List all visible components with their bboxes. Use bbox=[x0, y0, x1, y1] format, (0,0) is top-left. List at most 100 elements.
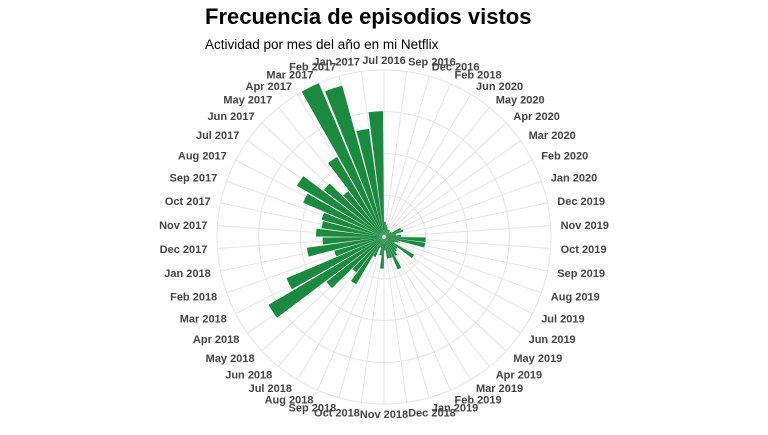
grid-spoke bbox=[383, 159, 533, 238]
bar-mar-2017 bbox=[385, 227, 402, 237]
tick-label: Jul 2017 bbox=[196, 130, 239, 142]
bar-oct-2019 bbox=[303, 193, 383, 237]
tick-label: Jul 2018 bbox=[249, 383, 292, 395]
tick-label: May 2017 bbox=[223, 95, 272, 107]
tick-label: May 2018 bbox=[206, 353, 255, 365]
bar-jul-2017 bbox=[385, 237, 426, 243]
bar-oct-2017 bbox=[385, 237, 395, 243]
chart-subtitle: Actividad por mes del año en mi Netflix bbox=[205, 37, 439, 52]
bar-oct-2018 bbox=[373, 238, 384, 258]
tick-label: Jan 2020 bbox=[551, 173, 597, 185]
tick-label: Feb 2019 bbox=[455, 394, 502, 406]
tick-label: Nov 2017 bbox=[159, 220, 207, 232]
tick-label: Feb 2020 bbox=[541, 151, 588, 163]
grid-spoke bbox=[383, 107, 490, 238]
grid-spoke bbox=[383, 236, 507, 352]
bar-aug-2018 bbox=[379, 238, 384, 256]
grid-spoke bbox=[383, 225, 551, 238]
bar-jan-2019 bbox=[326, 238, 383, 289]
bar-series bbox=[268, 83, 426, 318]
tick-label: Mar 2018 bbox=[180, 313, 227, 325]
tick-label: Apr 2018 bbox=[193, 334, 239, 346]
bar-dec-2018 bbox=[352, 238, 383, 273]
tick-label: Sep 2018 bbox=[288, 402, 336, 414]
tick-label: Oct 2018 bbox=[314, 407, 360, 419]
tick-label: May 2019 bbox=[513, 353, 562, 365]
bar-jun-2019 bbox=[322, 237, 383, 245]
tick-label: Jun 2020 bbox=[476, 81, 523, 93]
tick-label: Jun 2019 bbox=[529, 334, 576, 346]
tick-label: Dec 2018 bbox=[408, 407, 456, 419]
tick-label: Nov 2018 bbox=[360, 409, 408, 421]
tick-label: Sep 2017 bbox=[169, 173, 217, 185]
bar-jan-2020 bbox=[343, 191, 383, 236]
bar-may-2018 bbox=[384, 238, 390, 259]
grid-spoke bbox=[383, 76, 430, 238]
tick-label: Jun 2017 bbox=[208, 111, 255, 123]
bar-apr-2020 bbox=[325, 85, 384, 236]
bar-mar-2019 bbox=[286, 237, 383, 290]
bar-feb-2020 bbox=[328, 157, 383, 236]
grid-spoke bbox=[383, 180, 542, 238]
bar-sep-2016 bbox=[384, 227, 388, 236]
tick-label: Apr 2019 bbox=[496, 369, 542, 381]
grid-spoke bbox=[383, 236, 408, 403]
bar-nov-2017 bbox=[385, 238, 415, 259]
tick-label: Apr 2020 bbox=[513, 111, 559, 123]
grid-spoke bbox=[317, 236, 385, 391]
tick-label: Dec 2019 bbox=[557, 196, 605, 208]
tick-label: Dec 2016 bbox=[432, 62, 480, 74]
bar-aug-2017 bbox=[385, 237, 426, 248]
bar-apr-2017 bbox=[385, 229, 404, 237]
bar-may-2019 bbox=[306, 237, 383, 257]
bar-jun-2017 bbox=[385, 234, 401, 237]
grid-spoke bbox=[360, 236, 385, 403]
tick-label: Jun 2018 bbox=[225, 369, 272, 381]
tick-label: Jul 2019 bbox=[541, 313, 584, 325]
tick-label: Aug 2018 bbox=[265, 394, 314, 406]
bar-jun-2020 bbox=[368, 111, 384, 236]
tick-label: Jan 2018 bbox=[164, 268, 210, 280]
bar-jul-2016 bbox=[384, 221, 386, 236]
tick-label: Nov 2019 bbox=[561, 220, 609, 232]
bar-feb-2018 bbox=[385, 238, 398, 256]
bar-nov-2018 bbox=[350, 238, 383, 285]
bar-apr-2018 bbox=[384, 238, 393, 259]
tick-label: Jul 2016 bbox=[362, 55, 405, 67]
tick-label: Feb 2018 bbox=[455, 70, 502, 82]
bar-dec-2017 bbox=[385, 238, 398, 249]
bar-apr-2019 bbox=[334, 237, 383, 257]
tick-label: Dec 2017 bbox=[160, 244, 208, 256]
tick-label: Oct 2017 bbox=[165, 196, 211, 208]
tick-label: May 2020 bbox=[496, 95, 545, 107]
bar-sep-2019 bbox=[321, 212, 383, 237]
bar-may-2017 bbox=[385, 234, 396, 237]
bar-oct-2016 bbox=[384, 229, 389, 236]
grid-spoke bbox=[383, 236, 490, 367]
bar-jun-2018 bbox=[384, 238, 386, 251]
grid-spoke bbox=[383, 236, 472, 380]
grid-spoke bbox=[360, 71, 385, 238]
bar-dec-2019 bbox=[323, 183, 383, 236]
tick-label: Feb 2017 bbox=[289, 62, 336, 74]
grid-spoke bbox=[383, 236, 542, 294]
bar-jan-2018 bbox=[385, 238, 397, 252]
grid-spoke bbox=[383, 83, 451, 238]
bar-nov-2016 bbox=[385, 229, 390, 236]
grid-spoke bbox=[383, 122, 507, 238]
tick-label: Mar 2019 bbox=[476, 383, 523, 395]
tick-label: Oct 2019 bbox=[561, 244, 607, 256]
tick-label: Feb 2018 bbox=[170, 291, 217, 303]
grid-spoke bbox=[383, 71, 408, 238]
bar-aug-2019 bbox=[321, 221, 383, 237]
bar-nov-2019 bbox=[296, 176, 383, 236]
bar-mar-2020 bbox=[301, 83, 384, 236]
bar-mar-2018 bbox=[384, 238, 402, 270]
bar-aug-2016 bbox=[384, 225, 387, 236]
tick-label: Jan 2019 bbox=[432, 402, 478, 414]
bar-feb-2017 bbox=[385, 231, 392, 236]
polar-grid bbox=[216, 69, 552, 405]
tick-label: Sep 2016 bbox=[408, 57, 456, 69]
